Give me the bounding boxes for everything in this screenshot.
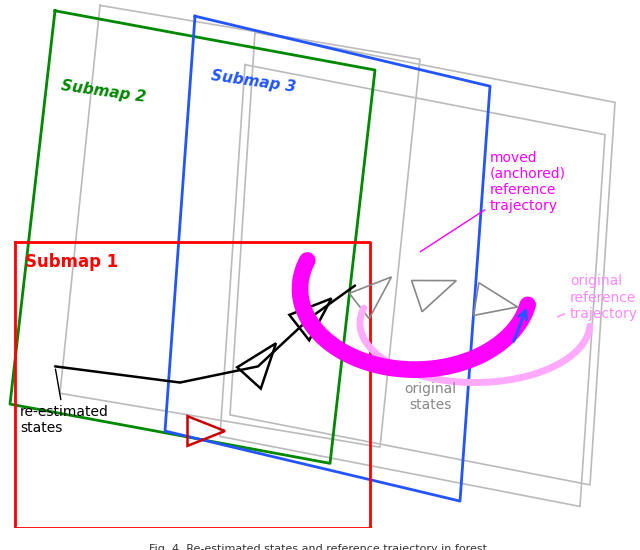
Text: Submap 1: Submap 1 [25,253,118,271]
Text: Submap 2: Submap 2 [60,79,147,106]
Text: moved
(anchored)
reference
trajectory: moved (anchored) reference trajectory [420,151,566,252]
Text: original
reference
trajectory: original reference trajectory [557,274,638,321]
Text: re-estimated
states: re-estimated states [20,369,109,436]
Text: Fig. 4. Re-estimated states and reference trajectory in forest.: Fig. 4. Re-estimated states and referenc… [149,544,491,550]
Text: original
states: original states [404,382,456,412]
Text: Submap 3: Submap 3 [210,68,297,95]
